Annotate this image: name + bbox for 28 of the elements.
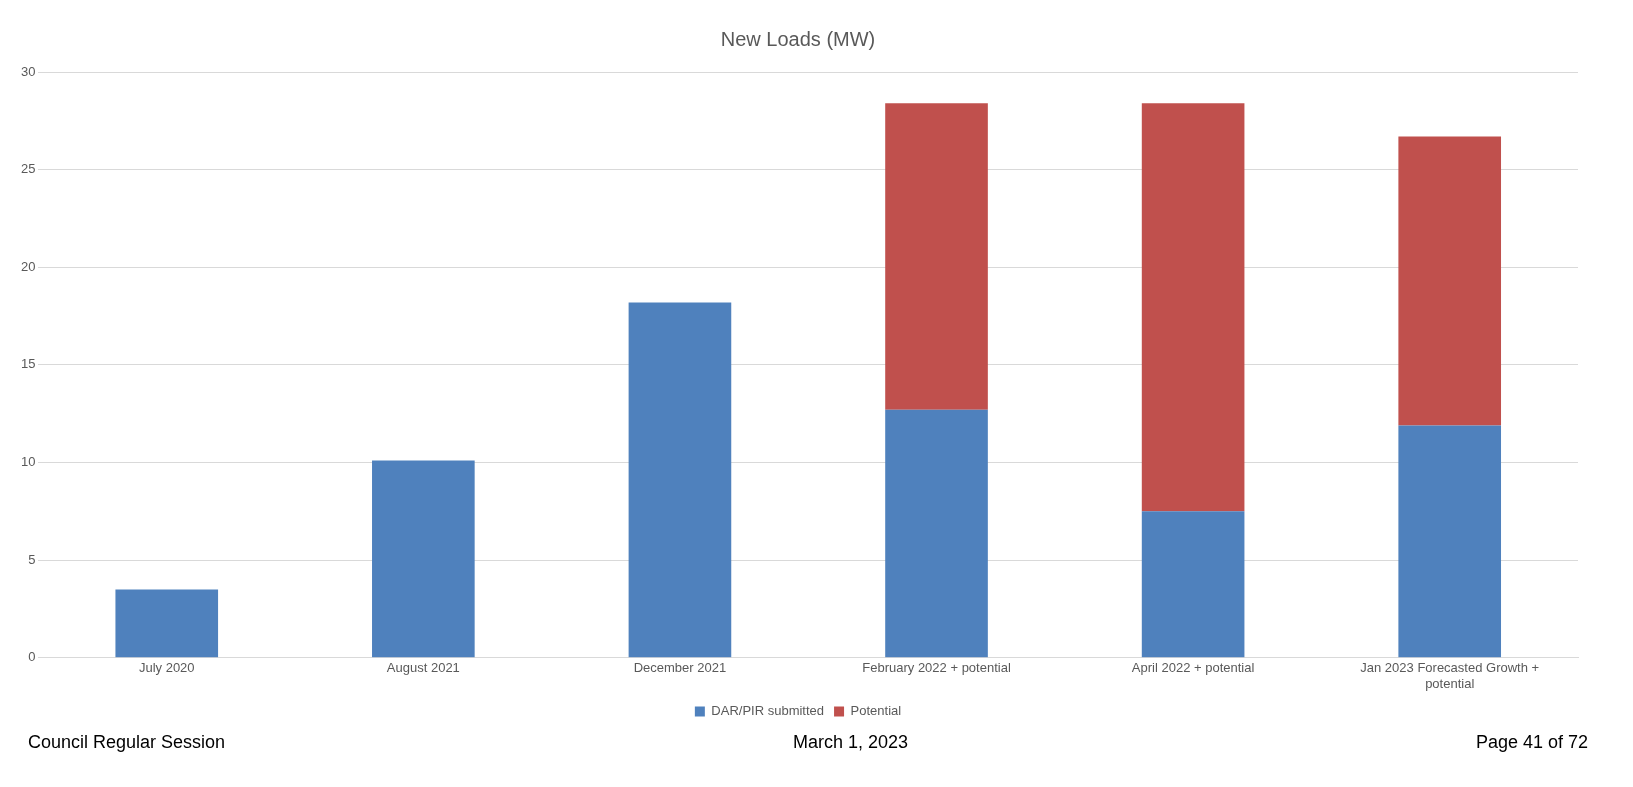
y-tick-label: 10 bbox=[20, 454, 36, 470]
y-tick-label: 20 bbox=[20, 258, 36, 274]
bar bbox=[1398, 425, 1502, 658]
text: Council Regular Session bbox=[28, 732, 226, 753]
y-tick-label: 5 bbox=[28, 551, 36, 567]
y-tick-label: 30 bbox=[20, 63, 36, 79]
y-tick-label: 15 bbox=[20, 356, 36, 372]
bar bbox=[1141, 511, 1245, 658]
bar bbox=[885, 103, 988, 410]
legend-label: DAR/PIR submitted bbox=[711, 703, 825, 719]
bar bbox=[115, 589, 219, 658]
y-tick-label: 25 bbox=[20, 161, 36, 177]
x-tick-label: February 2022 + potential bbox=[862, 660, 1011, 676]
x-tick-label: August 2021 bbox=[386, 660, 460, 676]
text: March 1, 2023 bbox=[792, 732, 909, 753]
bar bbox=[1141, 103, 1245, 512]
chart-title: New Loads (MW) bbox=[720, 27, 876, 50]
x-tick-label: July 2020 bbox=[138, 660, 195, 676]
text: Page 41 of 72 bbox=[1475, 732, 1588, 753]
x-tick-label: December 2021 bbox=[633, 660, 727, 676]
bar bbox=[628, 302, 732, 658]
bar bbox=[885, 409, 988, 658]
y-tick-label: 0 bbox=[28, 649, 36, 665]
legend-label: Potential bbox=[850, 703, 902, 719]
x-tick-label: Jan 2023 Forecasted Growth + potential bbox=[1360, 660, 1540, 691]
x-tick-label: April 2022 + potential bbox=[1131, 660, 1255, 676]
bar bbox=[1398, 136, 1502, 426]
bar bbox=[372, 460, 475, 658]
